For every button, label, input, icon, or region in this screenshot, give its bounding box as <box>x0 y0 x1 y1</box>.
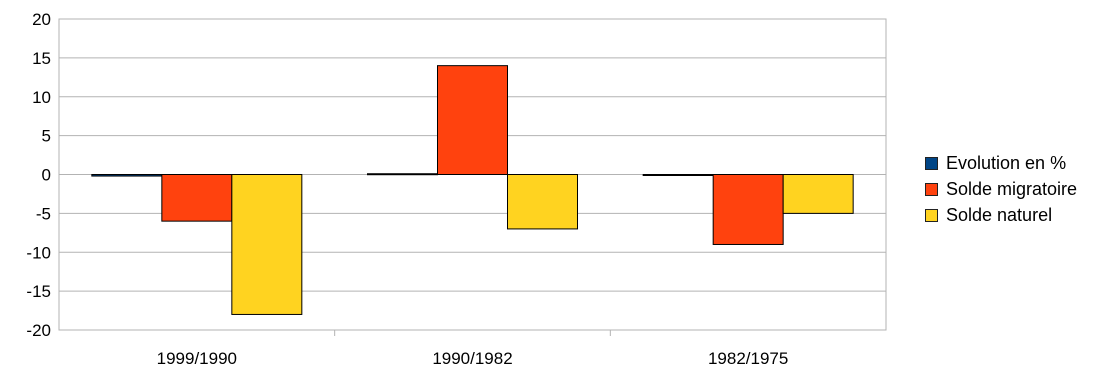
x-tick-label: 1982/1975 <box>708 349 788 368</box>
legend-swatch-evolution <box>925 156 938 170</box>
bar <box>507 174 578 230</box>
legend-item-solde-migratoire: Solde migratoire <box>925 176 1077 202</box>
legend-item-solde-naturel: Solde naturel <box>925 202 1077 228</box>
y-tick-label: 15 <box>32 49 51 68</box>
legend-swatch-solde-migratoire <box>925 182 938 196</box>
x-tick-label: 1990/1982 <box>432 349 512 368</box>
plot-border <box>58 18 887 331</box>
legend-item-evolution: Evolution en % <box>925 150 1077 176</box>
bar <box>367 173 438 176</box>
y-tick-label: 10 <box>32 88 51 107</box>
bar <box>161 174 233 222</box>
legend-label-solde-naturel: Solde naturel <box>946 204 1053 225</box>
y-tick-label: 0 <box>42 166 51 185</box>
y-tick-label: -10 <box>26 243 51 262</box>
legend-label-evolution: Evolution en % <box>946 152 1067 173</box>
bar <box>91 174 163 177</box>
bar <box>437 65 508 175</box>
bar <box>782 174 854 214</box>
legend: Evolution en % Solde migratoire Solde na… <box>925 150 1077 228</box>
y-tick-label: -15 <box>26 282 51 301</box>
y-tick-label: -5 <box>36 204 51 223</box>
x-tick-label: 1999/1990 <box>157 349 237 368</box>
bar <box>231 174 303 315</box>
legend-label-solde-migratoire: Solde migratoire <box>946 178 1078 199</box>
bar <box>712 174 784 245</box>
y-tick-label: 20 <box>32 10 51 29</box>
y-tick-label: -20 <box>26 321 51 340</box>
bar <box>642 174 714 176</box>
legend-swatch-solde-naturel <box>925 208 938 222</box>
plot-area: -20 -15 -10 -5 0 5 10 15 20 1999/1990 1990/1982 198… <box>26 10 887 368</box>
y-tick-label: 5 <box>42 127 51 146</box>
